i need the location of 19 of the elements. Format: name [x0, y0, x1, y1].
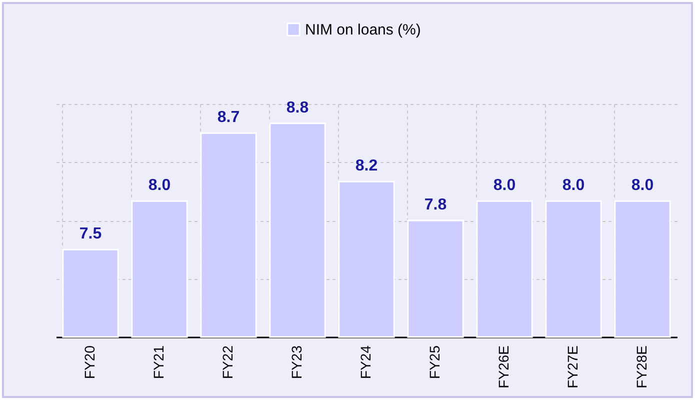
x-tick-label: FY22 [220, 345, 236, 379]
x-tick-label: FY23 [288, 345, 304, 379]
x-tick-label: FY21 [150, 345, 166, 379]
data-label: 8.0 [631, 177, 654, 194]
data-label: 7.5 [79, 226, 102, 243]
data-label: 8.0 [493, 177, 516, 194]
data-label: 8.0 [148, 177, 171, 194]
data-label: 8.0 [562, 177, 585, 194]
data-label: 8.7 [217, 109, 240, 126]
legend-label: NIM on loans (%) [305, 22, 421, 38]
data-label: 8.8 [286, 99, 309, 116]
x-tick-label: FY28E [634, 346, 650, 388]
data-label: 7.8 [424, 196, 447, 214]
x-tick-label: FY20 [82, 345, 98, 379]
x-tick-label: FY27E [564, 346, 580, 388]
x-tick-label: FY24 [358, 345, 374, 379]
x-tick-label: FY25 [426, 345, 442, 379]
data-label: 8.2 [355, 158, 378, 175]
x-tick-label: FY26E [496, 346, 512, 388]
